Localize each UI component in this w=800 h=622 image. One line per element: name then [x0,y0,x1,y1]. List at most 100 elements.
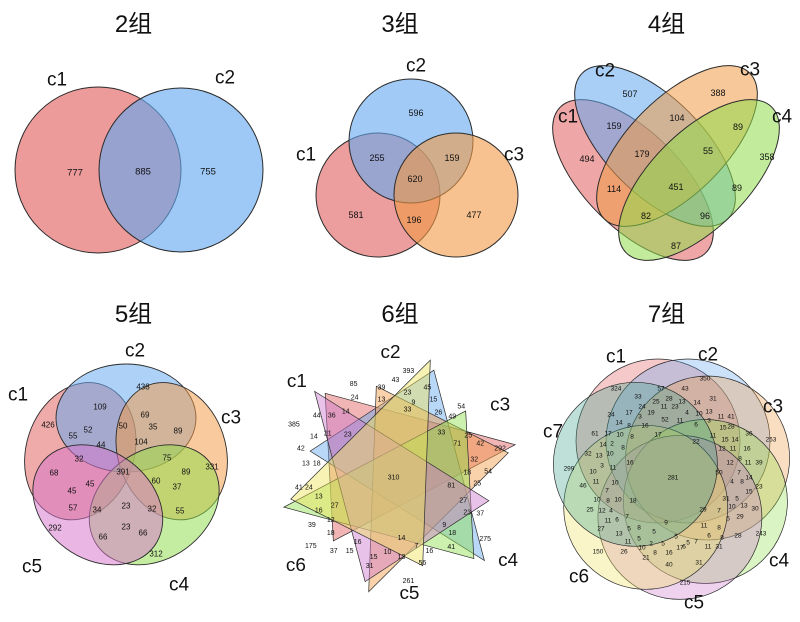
panel-5-sets: 5组 c1 c2 c3 c4 c5 426 438 331 312 292 109 69 50 35 89 5… [0,290,267,622]
region-count: 777 [67,168,83,179]
region-count: 37 [476,510,484,517]
region-count: 11 [730,446,737,453]
region-count: 196 [406,215,421,225]
region-count: 5 [735,496,739,503]
region-count: 104 [134,438,148,447]
region-count: 14 [615,420,623,427]
region-count: 33 [404,407,412,414]
region-count: 45 [424,385,432,392]
region-count: 69 [141,411,150,420]
region-count: 55 [69,432,78,441]
region-count: 10 [593,497,601,504]
region-count: 12 [327,517,335,524]
region-count: 5 [627,526,631,533]
region-count: 52 [84,426,93,435]
region-count: 16 [665,550,673,557]
region-count: 13 [315,493,323,500]
region-count: 17 [654,432,662,439]
region-count: 11 [661,404,668,411]
region-count: 15 [745,489,753,496]
region-count: 7 [717,508,721,515]
region-count: 81 [447,482,455,489]
set-label-c4: c4 [498,550,518,571]
panel-7-sets: 7组 c1 c2 c3 c4 c5 c6 c7 324 350 253 299 281 243 150 21… [533,290,800,622]
region-count: 50 [119,422,128,431]
region-count: 30 [751,506,759,513]
region-count: 10 [695,411,703,418]
region-count: 9 [442,522,446,529]
region-count: 6 [682,544,686,551]
region-count: 11 [718,414,725,421]
region-count: 438 [136,383,150,392]
region-count: 54 [457,404,465,411]
region-count: 28 [734,533,742,540]
set-label-c5: c5 [399,583,419,604]
region-count: 5 [674,534,678,541]
region-count: 29 [736,514,744,521]
region-count: 388 [710,88,725,98]
region-count: 581 [348,210,363,220]
region-count: 21 [642,555,650,562]
region-count: 150 [593,549,604,556]
region-count: 11 [745,460,752,467]
region-count: 33 [634,394,642,401]
region-count: 331 [205,463,219,472]
region-count: 15 [370,554,378,561]
region-count: 10 [606,451,614,458]
region-count: 358 [759,152,774,162]
venn-set-c1-shape [324,392,517,542]
panel-4-sets: 4组 c1 c2 c3 c4 494 507 388 358 159 104 89 179 55 451 1… [533,0,800,290]
region-count: 261 [403,578,415,585]
region-count: 82 [641,211,651,221]
region-count: 12 [726,460,734,467]
region-count: 27 [597,526,605,533]
region-count: 71 [453,441,461,448]
region-count: 8 [740,479,744,486]
set-label-c3: c3 [504,145,524,166]
set-label-c2: c2 [381,342,401,363]
region-count: 7 [694,539,698,546]
panel-title-2: 2组 [114,11,153,38]
region-count: 14 [310,434,318,441]
region-count: 8 [621,445,625,452]
set-label-c1: c1 [8,385,28,406]
region-count: 11 [593,479,600,486]
region-count: 41 [727,414,735,421]
region-count: 3 [638,414,642,421]
region-count: 32 [584,451,592,458]
region-count: 13 [378,397,386,404]
set-label-c2: c2 [125,341,145,362]
region-count: 159 [444,153,459,163]
region-count: 14 [745,475,753,482]
region-count: 39 [308,522,316,529]
region-count: 13 [705,409,713,416]
region-count: 292 [494,446,506,453]
venn-set-c3-shape [625,375,790,541]
region-count: 13 [678,399,686,406]
venn-set-c4-shape [618,99,780,261]
region-count: 14 [599,442,607,449]
region-count: 12 [598,508,606,515]
region-count: 6 [707,533,711,540]
region-count: 34 [93,506,102,515]
region-count: 13 [615,531,623,538]
region-count: 18 [313,460,321,467]
region-count: 12 [718,446,726,453]
region-count: 114 [607,184,621,194]
region-count: 243 [756,531,767,538]
region-count: 9 [664,520,668,527]
region-count: 253 [766,437,777,444]
region-count: 54 [484,468,492,475]
set-label-c1: c1 [296,145,316,166]
region-count: 89 [182,468,191,477]
region-count: 66 [139,529,148,538]
region-count: 5 [686,540,690,547]
region-count: 23 [122,502,131,511]
region-count: 14 [693,400,701,407]
region-count: 10 [614,497,622,504]
region-count: 312 [149,550,163,559]
region-count: 3 [707,418,711,425]
region-count: 477 [466,210,481,220]
